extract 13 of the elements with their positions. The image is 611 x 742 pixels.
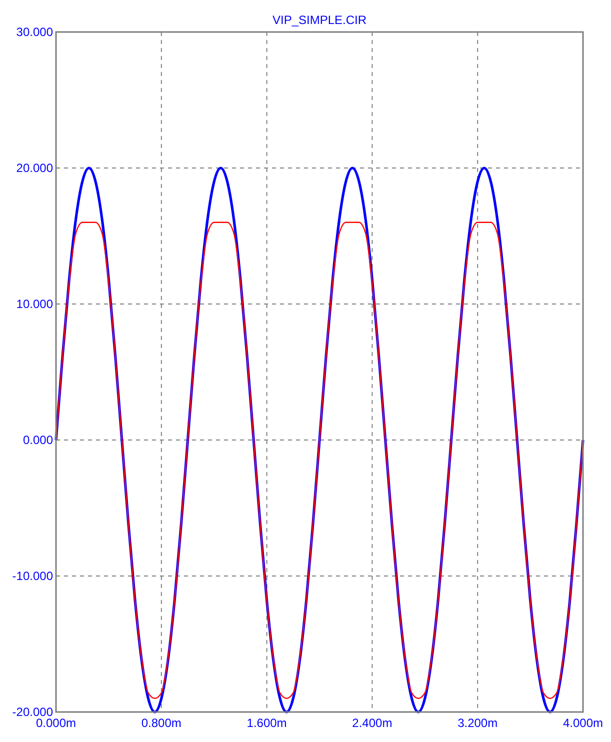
y-tick-label: 10.000: [16, 297, 54, 311]
x-tick-label: 4.000m: [562, 716, 604, 730]
x-tick-label: 0.000m: [36, 716, 76, 730]
x-tick-label: 3.200m: [458, 716, 498, 730]
x-tick-label: 1.600m: [246, 716, 287, 730]
y-tick-label: 0.000: [22, 433, 54, 447]
y-tick-label: 20.000: [16, 161, 54, 175]
y-tick-label: -10.000: [12, 569, 54, 583]
x-tick-label: 0.800m: [141, 716, 182, 730]
y-tick-label: -20.000: [12, 705, 54, 719]
chart-title: VIP_SIMPLE.CIR: [272, 13, 367, 27]
x-tick-label: 2.400m: [352, 716, 392, 730]
y-tick-label: 30.000: [16, 25, 54, 39]
